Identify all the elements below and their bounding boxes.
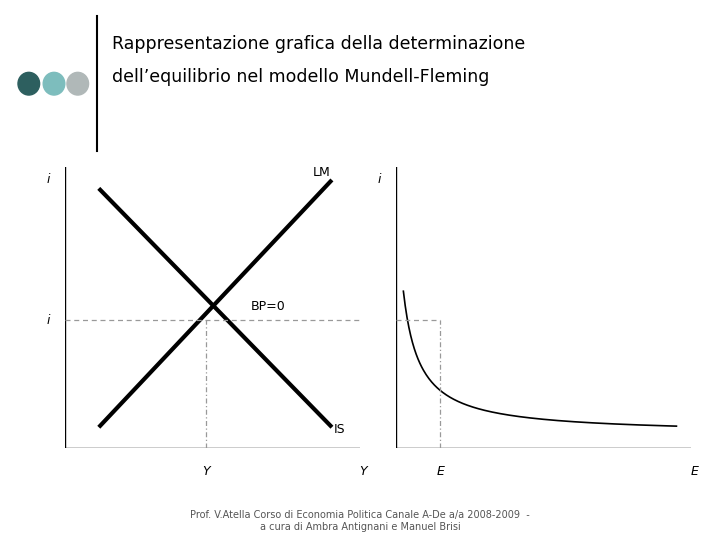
Text: Y: Y xyxy=(359,465,366,478)
Text: i: i xyxy=(378,173,382,186)
Text: BP=0: BP=0 xyxy=(251,300,286,313)
Text: IS: IS xyxy=(333,423,345,436)
Text: E: E xyxy=(690,465,698,478)
Text: i: i xyxy=(47,173,50,186)
Text: i: i xyxy=(47,314,50,327)
Text: E: E xyxy=(436,465,444,478)
Text: LM: LM xyxy=(312,166,330,179)
Text: Y: Y xyxy=(203,465,210,478)
Text: Prof. V.Atella Corso di Economia Politica Canale A-De a/a 2008-2009  -
a cura di: Prof. V.Atella Corso di Economia Politic… xyxy=(190,510,530,532)
Text: dell’equilibrio nel modello Mundell-Fleming: dell’equilibrio nel modello Mundell-Flem… xyxy=(112,68,489,85)
Text: Rappresentazione grafica della determinazione: Rappresentazione grafica della determina… xyxy=(112,35,525,53)
